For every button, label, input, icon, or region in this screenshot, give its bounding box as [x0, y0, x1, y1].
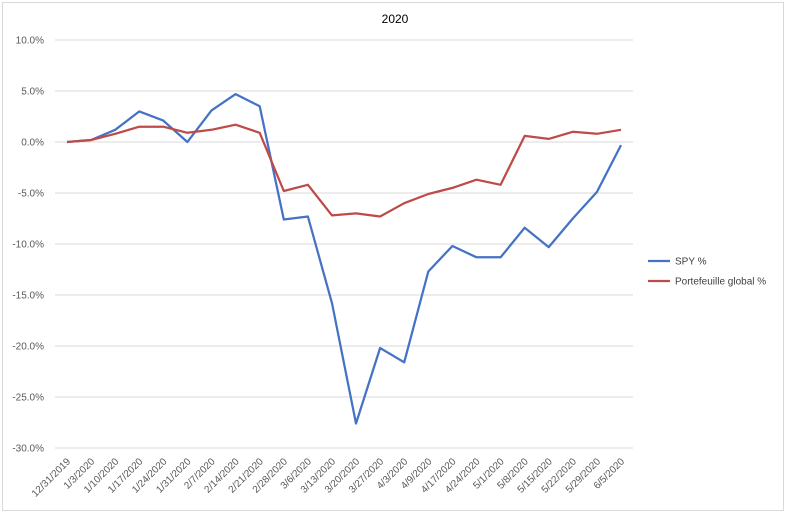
y-tick-label: -20.0%	[12, 342, 44, 353]
y-tick-label: -30.0%	[12, 444, 44, 455]
y-tick-label: 0.0%	[21, 138, 44, 149]
chart-title: 2020	[382, 12, 409, 26]
x-axis-ticks: 12/31/20191/3/20201/10/20201/17/20201/24…	[30, 456, 627, 499]
series-line-1	[66, 123, 622, 218]
y-axis-ticks: 10.0% 5.0% 0.0% -5.0% -10.0% -15.0% -20.0% -25.…	[12, 36, 44, 455]
y-tick-label: 10.0%	[16, 36, 44, 47]
series-lines	[66, 92, 623, 425]
y-tick-label: 5.0%	[21, 87, 44, 98]
gridlines	[55, 39, 633, 449]
legend-label: Portefeuille global %	[675, 277, 766, 288]
legend: SPY % Portefeuille global %	[648, 257, 766, 288]
y-tick-label: -15.0%	[12, 291, 44, 302]
y-tick-label: -10.0%	[12, 240, 44, 251]
series-line-0	[66, 92, 623, 425]
legend-label: SPY %	[675, 257, 707, 268]
y-tick-label: -25.0%	[12, 393, 44, 404]
y-tick-label: -5.0%	[18, 189, 44, 200]
